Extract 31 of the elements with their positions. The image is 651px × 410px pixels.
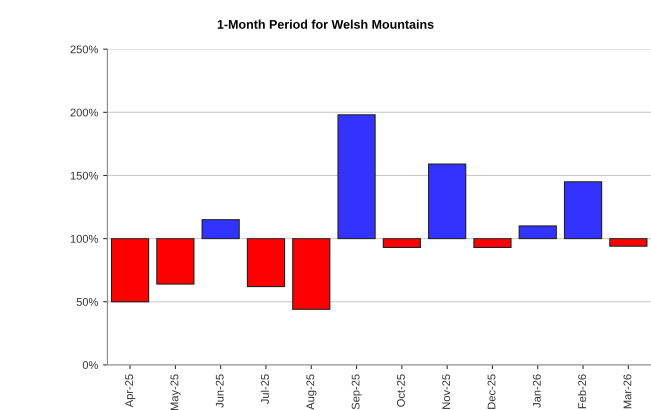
y-tick-label: 150% <box>70 172 98 180</box>
x-tick-label: May-25 <box>170 374 181 410</box>
x-tick-label: Mar-26 <box>623 374 632 408</box>
bar <box>473 238 512 248</box>
y-tick-label: 200% <box>70 108 98 116</box>
x-tick-label: Jul-25 <box>260 374 269 404</box>
y-tick-label: 250% <box>70 45 98 54</box>
x-tick-label: Jan-26 <box>532 374 541 408</box>
y-tick-label: 100% <box>70 234 98 243</box>
bar <box>292 238 330 310</box>
bar <box>246 238 286 288</box>
bar <box>518 225 557 240</box>
x-tick-label: Aug-25 <box>306 374 316 410</box>
x-tick-label: Jun-25 <box>216 374 224 408</box>
bar <box>609 238 648 247</box>
y-tick-label: 0% <box>82 361 98 370</box>
bar <box>110 238 150 302</box>
x-tick-label: Dec-25 <box>488 374 496 409</box>
bar <box>428 164 466 240</box>
bar <box>156 238 194 285</box>
chart-title: 1-Month Period for Welsh Mountains <box>218 20 434 29</box>
x-tick-label: Sep-25 <box>352 374 362 410</box>
bar <box>202 219 240 240</box>
x-tick-label: Nov-25 <box>442 374 450 409</box>
x-tick-label: Feb-26 <box>578 374 586 408</box>
x-tick-label: Apr-25 <box>125 374 136 408</box>
y-tick-label: 50% <box>76 298 98 306</box>
bar <box>564 181 602 240</box>
x-tick-label: Oct-25 <box>396 374 405 407</box>
bar <box>337 114 376 240</box>
bar <box>382 238 421 248</box>
